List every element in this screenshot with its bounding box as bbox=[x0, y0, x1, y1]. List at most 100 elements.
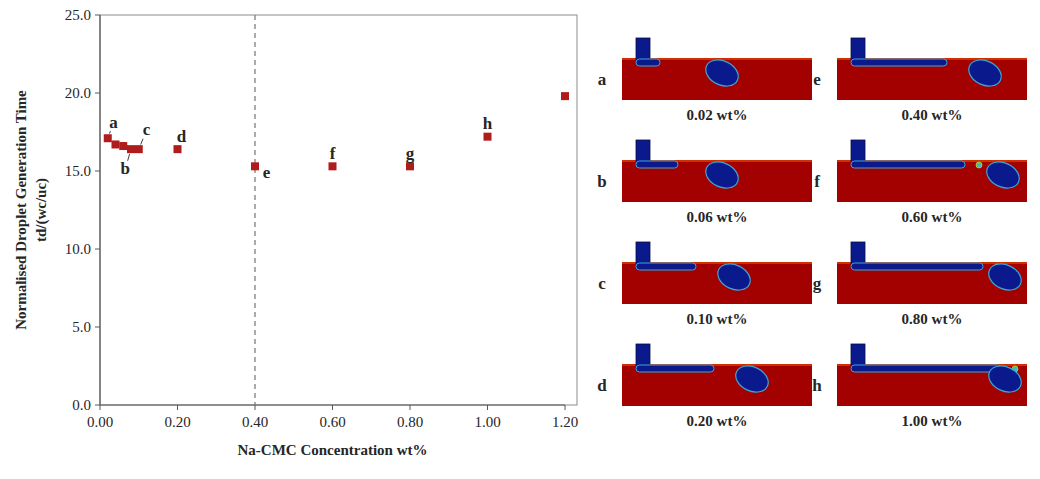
x-tick bbox=[332, 405, 333, 410]
annotation: f bbox=[330, 144, 336, 163]
x-tick bbox=[487, 405, 488, 410]
inlet bbox=[636, 140, 650, 162]
y-tick-label: 5.0 bbox=[72, 319, 91, 335]
annotation: h bbox=[483, 114, 493, 133]
annotation: a bbox=[109, 113, 118, 132]
thread bbox=[851, 365, 1001, 372]
channel bbox=[622, 262, 812, 304]
y-tick-label: 25.0 bbox=[65, 7, 91, 23]
x-tick-label: 0.00 bbox=[87, 414, 113, 430]
panel-letter: b bbox=[597, 172, 606, 191]
panel-letter: d bbox=[597, 376, 607, 395]
inlet bbox=[636, 344, 650, 366]
data-point bbox=[484, 133, 492, 141]
panel-label: 1.00 wt% bbox=[902, 413, 963, 429]
panel-letter: e bbox=[813, 70, 821, 89]
thread bbox=[636, 365, 714, 372]
y-axis-title: Normalised Droplet Generation Time bbox=[13, 90, 29, 330]
annotation: e bbox=[263, 163, 271, 182]
x-tick bbox=[565, 405, 566, 410]
y-tick-label: 20.0 bbox=[65, 85, 91, 101]
data-point bbox=[104, 134, 112, 142]
panel-letter: g bbox=[813, 274, 822, 293]
inlet bbox=[851, 38, 865, 60]
y-tick-label: 0.0 bbox=[72, 397, 91, 413]
x-tick bbox=[100, 405, 101, 410]
reference-line bbox=[254, 15, 255, 405]
y-tick bbox=[95, 93, 100, 94]
data-point bbox=[112, 140, 120, 148]
simulation-panel bbox=[622, 344, 812, 406]
channel bbox=[622, 364, 812, 406]
x-tick-label: 1.20 bbox=[552, 414, 578, 430]
inlet bbox=[851, 140, 865, 162]
x-tick-label: 0.60 bbox=[319, 414, 345, 430]
thread bbox=[851, 263, 983, 270]
data-point bbox=[119, 142, 127, 150]
x-axis-title: Na-CMC Concentration wt% bbox=[238, 442, 428, 458]
y-tick-label: 15.0 bbox=[65, 163, 91, 179]
annotation: d bbox=[177, 127, 187, 146]
x-tick-label: 0.80 bbox=[397, 414, 423, 430]
panel-label: 0.10 wt% bbox=[687, 311, 748, 327]
plot-marks bbox=[104, 15, 569, 405]
plot-frame bbox=[100, 15, 577, 405]
simulation-panel bbox=[622, 38, 812, 100]
data-point bbox=[135, 145, 143, 153]
droplet bbox=[985, 259, 1026, 295]
chart-root: 0.0 5.0 10.0 15.0 20.0 25.0 0.00 0.20 0.40 0.60 0.… bbox=[0, 0, 1040, 479]
panel-label: 0.06 wt% bbox=[687, 209, 748, 225]
panel-letter: f bbox=[814, 172, 820, 191]
droplet bbox=[702, 55, 743, 91]
data-point bbox=[251, 162, 259, 170]
y-tick bbox=[95, 171, 100, 172]
panel-letter: c bbox=[598, 274, 606, 293]
droplet bbox=[965, 55, 1006, 91]
satellite-droplet bbox=[976, 162, 982, 168]
x-tick-label: 1.00 bbox=[474, 414, 500, 430]
x-tick bbox=[177, 405, 178, 410]
panel-label: 0.02 wt% bbox=[687, 107, 748, 123]
data-point bbox=[174, 145, 182, 153]
droplet bbox=[732, 361, 773, 397]
y-axis-title: td/(wc/uc) bbox=[33, 178, 50, 242]
annotation: g bbox=[406, 144, 415, 163]
droplet bbox=[714, 259, 755, 295]
leader-line bbox=[141, 139, 143, 145]
data-point bbox=[127, 145, 135, 153]
simulation-panel bbox=[837, 242, 1027, 304]
annotation: c bbox=[143, 120, 151, 139]
droplet bbox=[985, 361, 1026, 397]
data-point bbox=[329, 162, 337, 170]
x-tick bbox=[255, 405, 256, 410]
simulation-panel bbox=[837, 38, 1027, 100]
data-point bbox=[406, 162, 414, 170]
simulation-panel bbox=[837, 140, 1027, 202]
simulation-panel bbox=[837, 344, 1027, 406]
panel-label: 0.40 wt% bbox=[902, 107, 963, 123]
droplet bbox=[983, 157, 1024, 193]
panel-letter: h bbox=[812, 376, 822, 395]
y-axis-line bbox=[99, 15, 100, 405]
simulation-panel bbox=[622, 140, 812, 202]
inlet bbox=[851, 242, 865, 264]
thread bbox=[851, 59, 947, 66]
inlet bbox=[636, 38, 650, 60]
thread bbox=[636, 263, 696, 270]
x-tick-label: 0.40 bbox=[242, 414, 268, 430]
inlet bbox=[851, 344, 865, 366]
data-point bbox=[561, 92, 569, 100]
annotation: b bbox=[120, 159, 129, 178]
y-tick-label: 10.0 bbox=[65, 241, 91, 257]
thread bbox=[636, 161, 678, 168]
panel-letter: a bbox=[598, 70, 607, 89]
thread bbox=[636, 59, 660, 66]
thread bbox=[851, 161, 965, 168]
y-tick bbox=[95, 15, 100, 16]
x-tick bbox=[410, 405, 411, 410]
x-tick-label: 0.20 bbox=[164, 414, 190, 430]
panel-label: 0.20 wt% bbox=[687, 413, 748, 429]
inlet bbox=[636, 242, 650, 264]
simulation-panel bbox=[622, 242, 812, 304]
y-tick bbox=[95, 327, 100, 328]
